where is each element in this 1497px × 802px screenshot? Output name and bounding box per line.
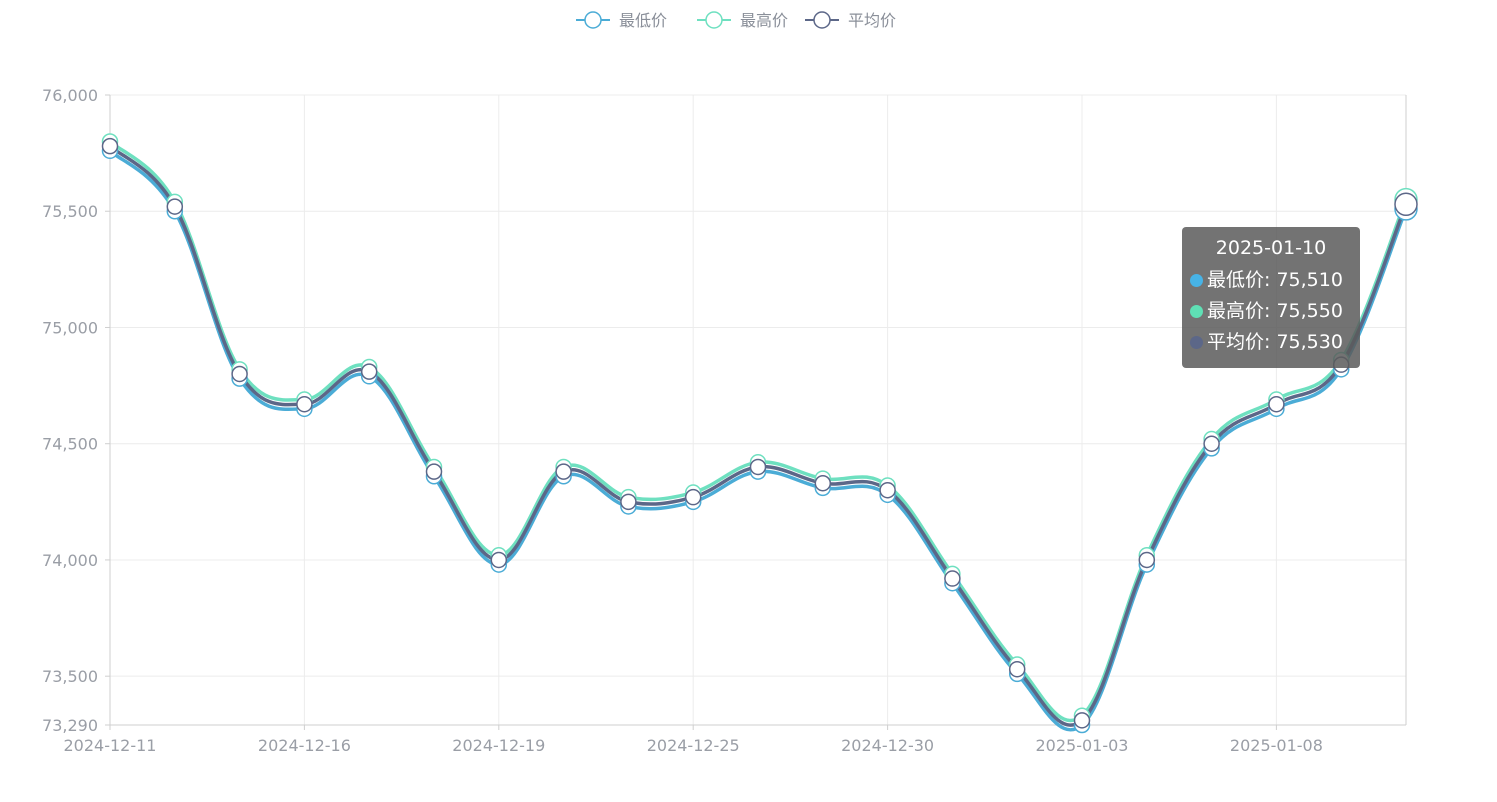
x-tick-label-0: 2024-12-11 <box>64 736 157 755</box>
tooltip-dot-low <box>1190 274 1203 287</box>
x-tick-label-2: 2024-12-19 <box>452 736 545 755</box>
x-tick-label-4: 2024-12-30 <box>841 736 934 755</box>
y-tick-label-6: 73,290 <box>42 716 98 735</box>
chart-legend[interactable]: 最低价 最高价 平均价 <box>576 11 896 30</box>
tooltip-row-low: 最低价: 75,510 <box>1190 265 1352 296</box>
point-avg-14[interactable] <box>1008 660 1026 678</box>
point-avg-9[interactable] <box>684 488 702 506</box>
tooltip-row-avg: 平均价: 75,530 <box>1190 327 1352 358</box>
x-tick-label-5: 2025-01-03 <box>1036 736 1129 755</box>
chart-axes: 76,000 75,500 75,000 74,500 74,000 73,500 73,2… <box>42 86 1407 755</box>
point-avg-6[interactable] <box>490 551 508 569</box>
point-avg-20[interactable] <box>1394 192 1418 217</box>
legend-item-avg[interactable]: 平均价 <box>805 11 896 30</box>
point-avg-18[interactable] <box>1268 395 1285 413</box>
point-avg-7[interactable] <box>555 463 572 480</box>
tooltip-dot-high <box>1190 305 1203 318</box>
tooltip-text-low: 最低价: 75,510 <box>1207 269 1343 291</box>
legend-marker-avg <box>813 11 831 29</box>
point-avg-11[interactable] <box>814 474 832 492</box>
point-avg-2[interactable] <box>231 365 248 383</box>
tooltip-date: 2025-01-10 <box>1215 237 1327 259</box>
y-tick-label-2: 75,000 <box>42 318 98 337</box>
point-avg-4[interactable] <box>360 363 378 380</box>
point-avg-3[interactable] <box>296 395 313 413</box>
chart-series <box>101 133 1418 734</box>
legend-label-avg: 平均价 <box>848 11 896 30</box>
y-tick-label-5: 73,500 <box>42 667 98 686</box>
legend-item-high[interactable]: 最高价 <box>697 11 788 30</box>
point-avg-8[interactable] <box>620 493 637 511</box>
legend-item-low[interactable]: 最低价 <box>576 11 667 30</box>
y-tick-label-3: 74,500 <box>42 435 98 454</box>
point-avg-10[interactable] <box>749 458 767 476</box>
point-avg-12[interactable] <box>879 481 896 499</box>
x-tick-label-3: 2024-12-25 <box>647 736 740 755</box>
x-tick-label-6: 2025-01-08 <box>1230 736 1323 755</box>
point-avg-1[interactable] <box>166 198 184 215</box>
point-avg-5[interactable] <box>425 463 443 480</box>
y-tick-label-4: 74,000 <box>42 551 98 570</box>
x-tick-label-1: 2024-12-16 <box>258 736 351 755</box>
point-avg-17[interactable] <box>1203 435 1220 452</box>
point-avg-0[interactable] <box>101 137 119 155</box>
tooltip-row-high: 最高价: 75,550 <box>1190 296 1352 327</box>
legend-label-low: 最低价 <box>619 11 667 30</box>
tooltip-text-high: 最高价: 75,550 <box>1207 300 1343 322</box>
tooltip-text-avg: 平均价: 75,530 <box>1207 331 1343 353</box>
y-tick-label-1: 75,500 <box>42 202 98 221</box>
legend-marker-low <box>584 11 602 29</box>
legend-marker-high <box>705 11 723 29</box>
chart-tooltip: 2025-01-10 最低价: 75,510 最高价: 75,550 平均价: … <box>1182 227 1360 368</box>
legend-label-high: 最高价 <box>740 11 788 30</box>
point-avg-15[interactable] <box>1073 712 1091 729</box>
point-avg-16[interactable] <box>1138 551 1156 569</box>
y-tick-label-0: 76,000 <box>42 86 98 105</box>
tooltip-dot-avg <box>1190 336 1203 349</box>
point-avg-13[interactable] <box>944 570 961 587</box>
